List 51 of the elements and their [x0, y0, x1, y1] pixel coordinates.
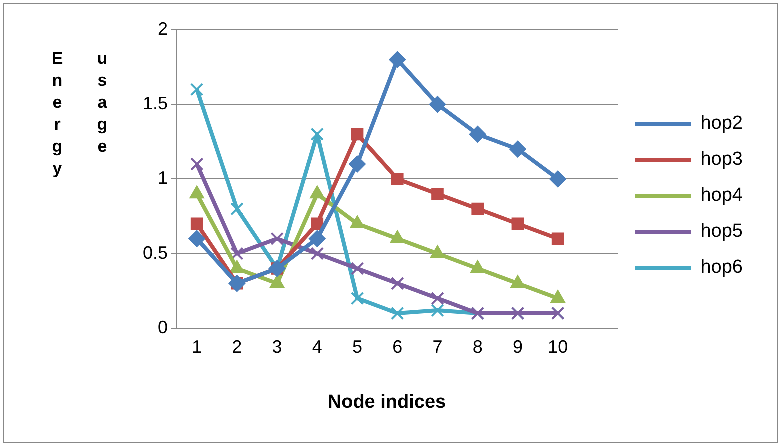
- y-tick-label: 0.5: [142, 242, 168, 263]
- point: [350, 292, 364, 306]
- point: [270, 232, 284, 246]
- y-tick-label: 1.5: [142, 94, 168, 114]
- legend-label: hop3: [700, 149, 744, 170]
- point: [472, 202, 484, 216]
- legend-label: hop4: [700, 185, 744, 206]
- point: [350, 262, 364, 276]
- point: [230, 247, 244, 260]
- text: Energy usage: [52, 49, 108, 178]
- point: [391, 173, 404, 186]
- point: [429, 96, 446, 114]
- point: [308, 230, 326, 248]
- point: [351, 128, 364, 141]
- point: [469, 126, 486, 143]
- point: [431, 304, 444, 318]
- point: [509, 140, 526, 158]
- point: [432, 188, 444, 200]
- x-axis-title: Node indices: [326, 392, 448, 414]
- point: [552, 232, 564, 246]
- point: [190, 218, 204, 230]
- x-tick-label: 4: [312, 337, 322, 358]
- point: [230, 202, 244, 216]
- y-tick-label: 0: [158, 317, 168, 338]
- y-tick-label: 1: [158, 168, 168, 188]
- x-tick-label: 10: [548, 337, 568, 358]
- point: [228, 275, 246, 292]
- point: [190, 158, 204, 171]
- point: [190, 83, 204, 96]
- point: [431, 292, 444, 306]
- y-tick-label: 2: [158, 18, 168, 39]
- point: [390, 276, 404, 290]
- x-tick-label: 3: [272, 337, 282, 358]
- point: [390, 306, 404, 320]
- legend-label: hop2: [700, 113, 744, 134]
- x-tick-label: 8: [472, 337, 483, 358]
- x-tick-label: 6: [392, 337, 403, 358]
- point: [389, 51, 406, 68]
- point: [512, 218, 524, 230]
- legend-label: hop5: [700, 221, 744, 242]
- x-tick-label: 7: [432, 337, 443, 358]
- point: [188, 230, 206, 248]
- point: [310, 247, 324, 260]
- x-tick-label: 9: [512, 337, 523, 358]
- x-tick-label: 5: [352, 337, 363, 358]
- x-tick-label: 1: [192, 337, 202, 358]
- x-tick-label: 2: [232, 337, 242, 358]
- point: [310, 128, 324, 142]
- point: [349, 156, 366, 173]
- legend-label: hop6: [700, 257, 744, 278]
- point: [550, 170, 567, 188]
